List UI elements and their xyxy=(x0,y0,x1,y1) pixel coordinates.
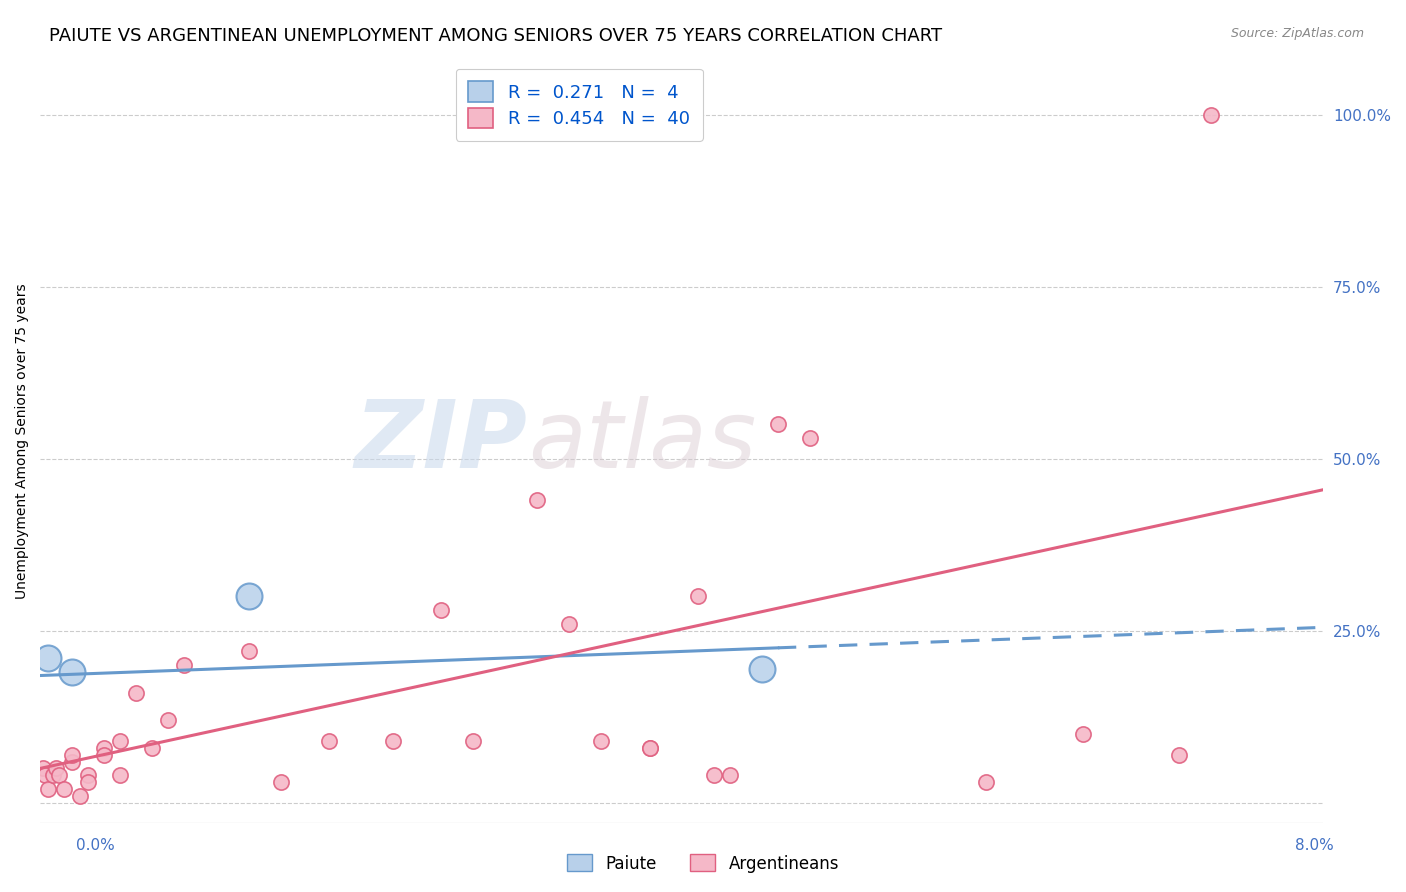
Point xyxy=(976,775,998,789)
Text: PAIUTE VS ARGENTINEAN UNEMPLOYMENT AMONG SENIORS OVER 75 YEARS CORRELATION CHART: PAIUTE VS ARGENTINEAN UNEMPLOYMENT AMONG… xyxy=(49,27,942,45)
Point xyxy=(110,734,132,748)
Point xyxy=(48,768,70,782)
Point xyxy=(1071,727,1094,741)
Point xyxy=(60,747,83,762)
Text: ZIP: ZIP xyxy=(354,395,527,488)
Text: 0.0%: 0.0% xyxy=(76,838,115,853)
Point xyxy=(125,686,148,700)
Point xyxy=(686,590,709,604)
Point xyxy=(238,644,260,658)
Text: 8.0%: 8.0% xyxy=(1295,838,1334,853)
Y-axis label: Unemployment Among Seniors over 75 years: Unemployment Among Seniors over 75 years xyxy=(15,284,30,599)
Point xyxy=(382,734,405,748)
Point xyxy=(60,755,83,769)
Point xyxy=(53,782,76,797)
Point xyxy=(558,616,581,631)
Point xyxy=(463,734,485,748)
Point xyxy=(77,768,100,782)
Point xyxy=(93,740,115,755)
Point xyxy=(766,417,789,432)
Point xyxy=(751,662,773,676)
Point xyxy=(638,740,661,755)
Point xyxy=(638,740,661,755)
Point xyxy=(703,768,725,782)
Point xyxy=(45,761,67,775)
Point xyxy=(157,713,180,727)
Legend: Paiute, Argentineans: Paiute, Argentineans xyxy=(561,847,845,880)
Point xyxy=(430,603,453,617)
Point xyxy=(77,775,100,789)
Text: Source: ZipAtlas.com: Source: ZipAtlas.com xyxy=(1230,27,1364,40)
Point xyxy=(1199,108,1222,122)
Point xyxy=(173,658,195,673)
Text: atlas: atlas xyxy=(527,396,756,487)
Point xyxy=(526,493,548,508)
Point xyxy=(32,761,55,775)
Point xyxy=(110,768,132,782)
Point xyxy=(318,734,340,748)
Point xyxy=(42,768,65,782)
Point xyxy=(591,734,613,748)
Point xyxy=(60,665,83,679)
Legend: R =  0.271   N =  4, R =  0.454   N =  40: R = 0.271 N = 4, R = 0.454 N = 40 xyxy=(456,69,703,141)
Point xyxy=(93,747,115,762)
Point xyxy=(1167,747,1189,762)
Point xyxy=(37,651,59,665)
Point xyxy=(69,789,91,803)
Point xyxy=(799,431,821,445)
Point xyxy=(37,782,59,797)
Point xyxy=(238,590,260,604)
Point xyxy=(718,768,741,782)
Point xyxy=(270,775,292,789)
Point xyxy=(34,768,56,782)
Point xyxy=(141,740,163,755)
